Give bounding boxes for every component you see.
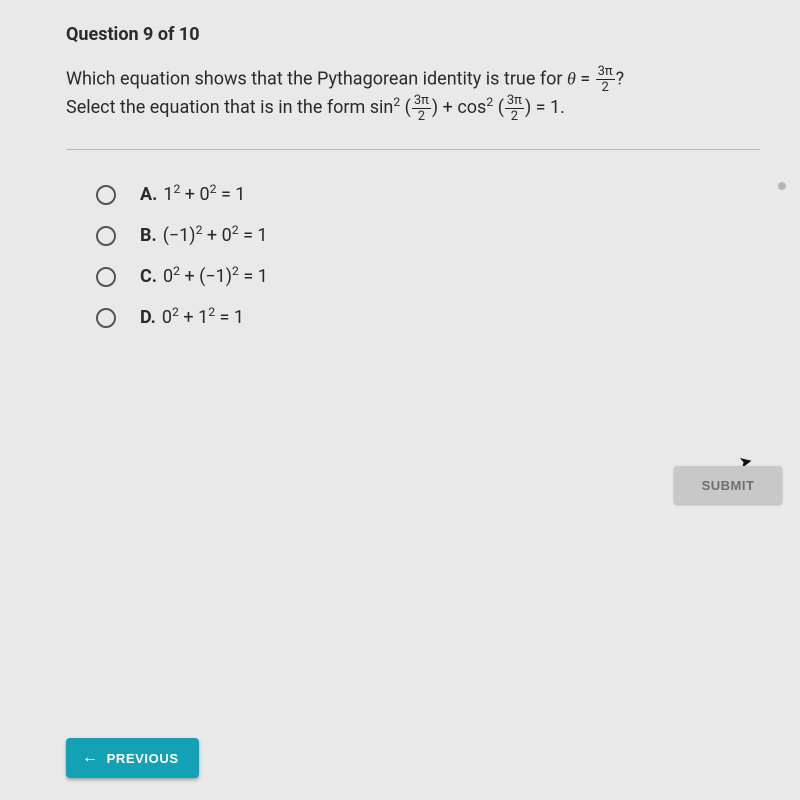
option-row[interactable]: B. (−1)2 + 02 = 1 <box>96 225 760 246</box>
question-prompt: Which equation shows that the Pythagorea… <box>66 65 760 123</box>
fraction-3pi-over-2-b: 3π2 <box>412 94 431 123</box>
option-expression: (−1)2 + 02 = 1 <box>163 225 268 246</box>
fraction-num-a: 3π <box>596 65 615 80</box>
option-letter: A. <box>140 184 157 205</box>
option-row[interactable]: D. 02 + 12 = 1 <box>96 307 760 328</box>
equals-one: = 1. <box>531 97 565 118</box>
prompt-line1-prefix: Which equation shows that the Pythagorea… <box>66 68 567 89</box>
option-letter: B. <box>140 225 157 246</box>
arrow-left-icon: ← <box>82 750 99 766</box>
radio-button[interactable] <box>96 308 116 328</box>
radio-button[interactable] <box>96 185 116 205</box>
option-expression: 02 + (−1)2 = 1 <box>163 266 268 287</box>
cos-text: cos <box>457 97 486 118</box>
decorative-dot <box>778 182 786 190</box>
quiz-page: Question 9 of 10 Which equation shows th… <box>0 0 800 800</box>
divider-line <box>66 149 760 150</box>
fraction-3pi-over-2-a: 3π2 <box>596 65 615 94</box>
fraction-3pi-over-2-c: 3π2 <box>505 94 524 123</box>
cos-exponent: 2 <box>486 95 493 109</box>
question-mark: ? <box>616 68 625 89</box>
fraction-den-a: 2 <box>596 80 615 94</box>
radio-button[interactable] <box>96 226 116 246</box>
question-number: Question 9 of 10 <box>66 24 760 45</box>
option-expression: 12 + 02 = 1 <box>163 184 245 205</box>
theta-symbol: θ <box>567 68 576 88</box>
fraction-den-c: 2 <box>505 109 524 123</box>
previous-button[interactable]: ← PREVIOUS <box>66 738 199 778</box>
radio-button[interactable] <box>96 267 116 287</box>
option-expression: 02 + 12 = 1 <box>162 307 244 328</box>
submit-label: SUBMIT <box>702 478 755 493</box>
option-row[interactable]: A. 12 + 02 = 1 <box>96 184 760 205</box>
fraction-num-c: 3π <box>505 94 524 109</box>
plus-sign: + <box>438 97 457 118</box>
sin-text: sin <box>370 97 394 118</box>
option-row[interactable]: C. 02 + (−1)2 = 1 <box>96 266 760 287</box>
previous-label: PREVIOUS <box>107 751 179 766</box>
option-letter: D. <box>140 307 156 328</box>
sin-exponent: 2 <box>393 95 400 109</box>
prompt-line2-prefix: Select the equation that is in the form <box>66 97 370 118</box>
submit-button[interactable]: SUBMIT <box>674 466 782 504</box>
options-list: A. 12 + 02 = 1 B. (−1)2 + 02 = 1 C. 02 + (−1)… <box>96 184 760 328</box>
option-letter: C. <box>140 266 157 287</box>
fraction-den-b: 2 <box>412 109 431 123</box>
equals-sign-1: = <box>576 68 595 89</box>
fraction-num-b: 3π <box>412 94 431 109</box>
